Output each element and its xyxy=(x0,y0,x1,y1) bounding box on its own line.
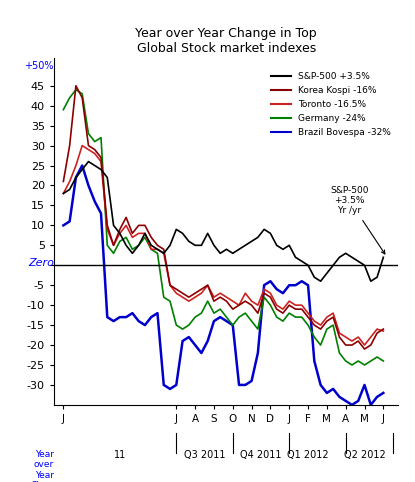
Text: Q2 2012: Q2 2012 xyxy=(344,450,386,460)
Text: Q3 2011: Q3 2011 xyxy=(184,450,225,460)
Legend: S&P-500 +3.5%, Korea Kospi -16%, Toronto -16.5%, Germany -24%, Brazil Bovespa -3: S&P-500 +3.5%, Korea Kospi -16%, Toronto… xyxy=(269,69,394,140)
Text: Q4 2011: Q4 2011 xyxy=(240,450,282,460)
Text: +50%: +50% xyxy=(24,61,54,71)
Text: Zero: Zero xyxy=(28,258,54,268)
Text: 11: 11 xyxy=(114,450,126,460)
Text: Year
over
Year
Chng: Year over Year Chng xyxy=(30,450,54,482)
Text: S&P-500
+3.5%
Yr /yr: S&P-500 +3.5% Yr /yr xyxy=(330,186,385,254)
Title: Year over Year Change in Top
Global Stock market indexes: Year over Year Change in Top Global Stoc… xyxy=(135,27,317,55)
Text: Q1 2012: Q1 2012 xyxy=(287,450,329,460)
